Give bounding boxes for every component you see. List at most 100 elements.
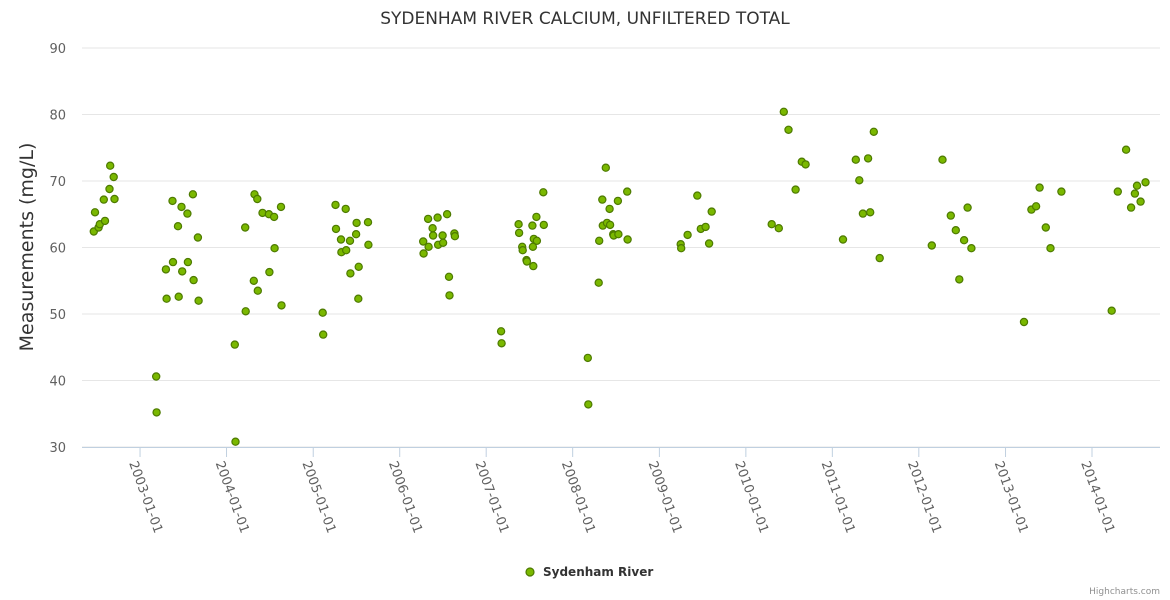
data-point (173, 221, 183, 231)
data-point (1031, 202, 1041, 211)
data-point (331, 200, 340, 210)
x-tick-label: 2008-01-01 (558, 459, 598, 535)
data-point (866, 208, 875, 217)
data-point (177, 267, 187, 276)
data-point (704, 239, 714, 248)
data-point (177, 202, 186, 212)
data-point (1113, 187, 1123, 196)
data-point (595, 236, 604, 245)
data-point (1035, 183, 1044, 192)
data-point (779, 107, 789, 117)
data-point (174, 292, 183, 301)
x-tick-label: 2011-01-01 (818, 459, 858, 535)
data-point (151, 372, 161, 381)
chart-title: SYDENHAM RIVER CALCIUM, UNFILTERED TOTAL (380, 9, 790, 29)
data-point (105, 184, 114, 194)
data-point (951, 225, 961, 235)
data-point (955, 275, 964, 284)
data-point (424, 242, 433, 251)
legend[interactable]: Sydenham River (525, 565, 653, 579)
data-point (528, 221, 537, 230)
data-point (967, 243, 976, 253)
data-point (522, 257, 532, 266)
data-point (496, 327, 506, 336)
data-point (518, 245, 527, 255)
data-point (623, 235, 632, 244)
data-point (253, 194, 262, 204)
data-point (863, 154, 873, 163)
data-point (532, 212, 541, 222)
data-point (623, 187, 632, 196)
data-point (100, 216, 110, 226)
data-point (318, 308, 327, 317)
data-point (423, 214, 433, 224)
data-point (354, 262, 363, 271)
data-point (946, 211, 956, 220)
data-point (230, 340, 239, 349)
y-axis-ticks: 30 40 50 60 70 80 90 (49, 42, 66, 456)
data-point (253, 286, 262, 295)
data-point (514, 228, 524, 238)
data-point (188, 190, 198, 199)
data-point (1107, 306, 1116, 315)
x-tick-label: 2003-01-01 (125, 459, 165, 535)
data-point (1057, 187, 1066, 196)
data-point (959, 235, 969, 245)
data-point (341, 204, 350, 214)
data-point (701, 222, 710, 232)
data-points (89, 107, 1150, 446)
data-point (693, 191, 702, 200)
data-point (605, 220, 615, 230)
data-point (539, 220, 549, 230)
y-tick-label: 80 (49, 109, 66, 124)
data-point (1126, 203, 1136, 212)
y-tick-label: 30 (49, 441, 66, 456)
data-point (445, 291, 454, 300)
data-point (438, 238, 448, 247)
data-point (161, 265, 171, 274)
data-point (963, 203, 972, 212)
data-point (801, 160, 810, 169)
data-point (791, 185, 800, 194)
data-point (189, 275, 198, 285)
data-point (352, 218, 361, 228)
data-point (529, 261, 538, 271)
data-point (433, 213, 442, 222)
data-point (442, 209, 452, 219)
data-point (162, 294, 171, 303)
data-point (183, 209, 192, 218)
data-point (231, 437, 240, 446)
data-point (683, 230, 692, 240)
data-point (168, 257, 178, 267)
x-tick-label: 2007-01-01 (471, 459, 511, 535)
legend-label[interactable]: Sydenham River (543, 565, 653, 579)
y-axis-label: Measurements (mg/L) (16, 143, 38, 352)
x-axis-ticks: 2003-01-01 2004-01-01 2005-01-01 2006-01-01… (125, 447, 1117, 535)
data-point (583, 353, 593, 363)
data-point (528, 242, 538, 251)
data-point (613, 196, 623, 206)
x-tick-label: 2006-01-01 (385, 459, 425, 535)
x-tick-label: 2004-01-01 (212, 459, 252, 535)
data-point (1132, 181, 1142, 190)
data-point (1136, 197, 1145, 206)
legend-marker (525, 567, 535, 577)
data-point (605, 204, 614, 214)
data-point (444, 272, 454, 281)
data-point (767, 219, 776, 229)
grid-lines (82, 47, 1160, 448)
data-point (1121, 145, 1131, 154)
data-point (838, 235, 848, 244)
data-point (1046, 243, 1055, 253)
data-point (1130, 189, 1140, 198)
data-point (364, 240, 373, 249)
data-point (351, 229, 361, 239)
data-point (1141, 178, 1150, 187)
data-point (855, 176, 864, 185)
data-point (345, 236, 355, 245)
credits-link[interactable]: Highcharts.com (1089, 587, 1160, 597)
data-point (419, 237, 428, 246)
data-point (269, 212, 279, 222)
data-point (869, 127, 879, 136)
